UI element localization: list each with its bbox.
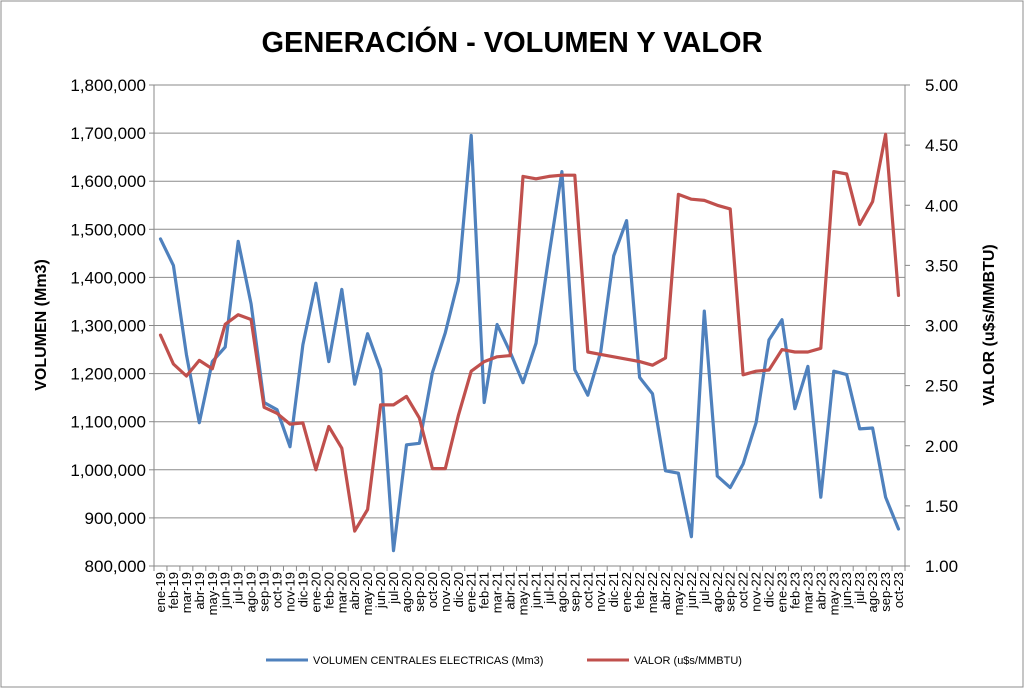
x-tick-label: nov-22: [749, 572, 764, 612]
gridlines: [154, 132, 905, 519]
x-tick-label: jul-21: [541, 572, 556, 605]
x-tick-label: abr-21: [503, 572, 518, 610]
y-tick-label: 800,000: [85, 557, 146, 576]
x-tick-label: feb-19: [166, 572, 181, 609]
x-tick-label: jun-19: [218, 572, 233, 609]
x-tick-label: ene-23: [775, 572, 790, 612]
x-axis: ene-19feb-19mar-19abr-19may-19jun-19jul-…: [153, 566, 906, 615]
y-axis-label: VOLUMEN (Mm3): [33, 259, 50, 391]
y-tick-label: 1,800,000: [70, 76, 146, 95]
x-tick-label: mar-20: [334, 572, 349, 613]
y2-tick-label: 3.00: [925, 317, 958, 336]
y2-axis-label: VALOR (u$s/MMBTU): [981, 244, 998, 405]
x-tick-label: may-19: [205, 572, 220, 615]
x-tick-label: jul-23: [852, 572, 867, 605]
y-tick-label: 1,200,000: [70, 365, 146, 384]
x-tick-label: jul-19: [231, 572, 246, 605]
x-tick-label: nov-21: [593, 572, 608, 612]
x-tick-label: may-23: [826, 572, 841, 615]
y-tick-label: 1,400,000: [70, 268, 146, 287]
x-tick-label: abr-19: [192, 572, 207, 610]
x-tick-label: feb-21: [477, 572, 492, 609]
legend-label-valor: VALOR (u$s/MMBTU): [634, 655, 742, 667]
x-tick-label: feb-23: [787, 572, 802, 609]
y-tick-label: 1,500,000: [70, 220, 146, 239]
x-tick-label: jul-22: [697, 572, 712, 605]
x-tick-label: ene-22: [619, 572, 634, 612]
x-tick-label: sep-21: [567, 572, 582, 612]
x-tick-label: ene-20: [308, 572, 323, 612]
x-tick-label: abr-20: [347, 572, 362, 610]
y2-tick-label: 5.00: [925, 76, 958, 95]
x-tick-label: sep-23: [878, 572, 893, 612]
x-tick-label: ago-22: [710, 572, 725, 612]
legend-label-volumen: VOLUMEN CENTRALES ELECTRICAS (Mm3): [313, 655, 543, 667]
y2-tick-label: 4.00: [925, 196, 958, 215]
y-tick-label: 1,100,000: [70, 413, 146, 432]
x-tick-label: abr-23: [813, 572, 828, 610]
legend: VOLUMEN CENTRALES ELECTRICAS (Mm3) VALOR…: [266, 655, 742, 667]
x-tick-label: feb-22: [632, 572, 647, 609]
x-tick-label: ago-19: [244, 572, 259, 612]
y2-tick-label: 2.00: [925, 437, 958, 456]
x-tick-label: sep-20: [412, 572, 427, 612]
x-tick-label: dic-20: [451, 572, 466, 607]
x-tick-label: jun-20: [373, 572, 388, 609]
x-tick-label: sep-22: [723, 572, 738, 612]
x-tick-label: oct-19: [270, 572, 285, 608]
x-tick-label: may-22: [671, 572, 686, 615]
y-tick-label: 1,000,000: [70, 461, 146, 480]
x-tick-label: jun-23: [839, 572, 854, 609]
x-tick-label: may-21: [516, 572, 531, 615]
y2-tick-label: 4.50: [925, 136, 958, 155]
y-tick-label: 900,000: [85, 509, 146, 528]
x-tick-label: mar-23: [800, 572, 815, 613]
x-tick-label: ene-19: [153, 572, 168, 612]
x-tick-label: oct-20: [425, 572, 440, 608]
x-tick-label: mar-19: [179, 572, 194, 613]
x-tick-label: oct-22: [736, 572, 751, 608]
y-axis-right: 1.00 1.50 2.00 2.50 3.00 3.50 4.00 4.50 5.00: [905, 76, 958, 576]
y-tick-label: 1,300,000: [70, 317, 146, 336]
chart-title: GENERACIÓN - VOLUMEN Y VALOR: [261, 25, 762, 59]
x-tick-label: ago-21: [554, 572, 569, 612]
x-tick-label: mar-21: [490, 572, 505, 613]
y2-tick-label: 2.50: [925, 377, 958, 396]
x-tick-label: nov-19: [283, 572, 298, 612]
y2-tick-label: 1.00: [925, 557, 958, 576]
x-tick-label: ene-21: [464, 572, 479, 612]
x-tick-label: oct-23: [891, 572, 906, 608]
x-tick-label: ago-20: [399, 572, 414, 612]
series-line-volumen: [158, 133, 901, 553]
x-tick-label: dic-19: [295, 572, 310, 607]
x-tick-label: jun-21: [529, 572, 544, 609]
x-tick-label: jul-20: [386, 572, 401, 605]
x-tick-label: jun-22: [684, 572, 699, 609]
x-tick-label: sep-19: [257, 572, 272, 612]
x-tick-label: feb-20: [321, 572, 336, 609]
x-tick-label: mar-22: [645, 572, 660, 613]
x-tick-label: dic-21: [606, 572, 621, 607]
x-tick-label: may-20: [360, 572, 375, 615]
series-line-valor: [158, 132, 901, 533]
y2-tick-label: 1.50: [925, 497, 958, 516]
y-tick-label: 1,600,000: [70, 172, 146, 191]
series-lines: [158, 132, 901, 553]
x-tick-label: nov-20: [438, 572, 453, 612]
y-axis-left: 800,000 900,000 1,000,000 1,100,000 1,200,00…: [70, 76, 154, 576]
x-tick-label: oct-21: [580, 572, 595, 608]
y-tick-label: 1,700,000: [70, 124, 146, 143]
x-tick-label: abr-22: [658, 572, 673, 610]
y2-tick-label: 3.50: [925, 256, 958, 275]
x-tick-label: dic-22: [762, 572, 777, 607]
x-tick-label: ago-23: [865, 572, 880, 612]
